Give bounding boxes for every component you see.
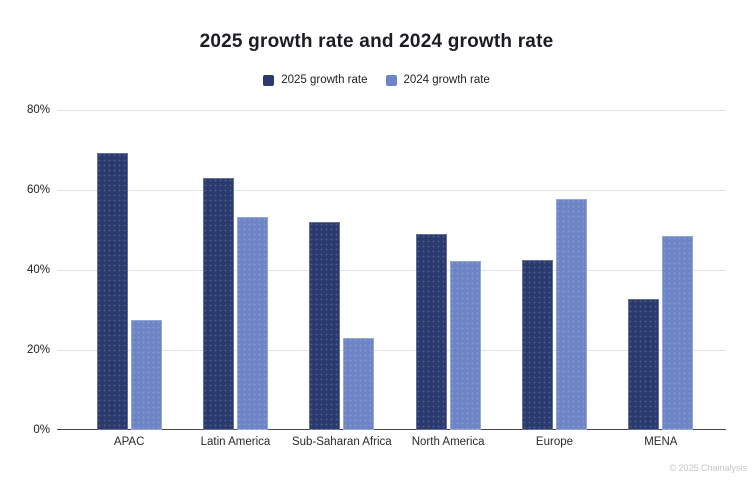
plot-area [57, 110, 726, 430]
x-axis-line [57, 429, 726, 430]
gridline [57, 110, 726, 111]
x-axis-label-north-america: North America [411, 436, 485, 448]
legend-swatch-2024-icon [385, 74, 397, 86]
bar-2025-apac [96, 153, 128, 430]
y-axis-labels: 80% 60% 40% 20% 0% [8, 104, 50, 436]
bar-2025-north-america [415, 234, 447, 430]
x-axis-label-latin-america: Latin America [200, 436, 271, 448]
bar-2025-europe [521, 260, 553, 430]
bar-group-europe [501, 110, 607, 430]
bars-row [76, 110, 714, 430]
x-axis-label-mena: MENA [644, 436, 678, 448]
legend-swatch-2025-icon [263, 74, 275, 86]
legend-label-2024: 2024 growth rate [403, 74, 490, 86]
bar-group-mena [608, 110, 714, 430]
x-axis-label-sub-saharan-africa: Sub-Saharan Africa [291, 436, 392, 448]
gridline [57, 190, 726, 191]
x-axis-label-europe: Europe [535, 436, 574, 448]
bar-2024-europe [555, 199, 587, 430]
bar-2025-mena [628, 299, 660, 430]
bar-2024-apac [130, 320, 162, 430]
bar-2025-latin-america [202, 178, 234, 430]
legend-item-2024: 2024 growth rate [385, 74, 490, 86]
legend-label-2025: 2025 growth rate [281, 74, 368, 86]
bar-2024-mena [662, 236, 694, 430]
bar-group-latin-america [182, 110, 288, 430]
bar-group-north-america [395, 110, 501, 430]
y-axis-tick-label: 40% [26, 264, 50, 276]
gridline [57, 350, 726, 351]
gridline [57, 270, 726, 271]
bar-2024-north-america [449, 261, 481, 430]
chart-title: 2025 growth rate and 2024 growth rate [199, 31, 554, 52]
bar-2024-sub-saharan-africa [343, 337, 375, 430]
bar-group-sub-saharan-africa [289, 110, 395, 430]
y-axis-tick-label: 60% [26, 184, 50, 196]
copyright-watermark: © 2025 Chainalysis [669, 463, 747, 473]
legend-item-2025: 2025 growth rate [263, 74, 368, 86]
x-axis-label-apac: APAC [113, 436, 145, 448]
bar-2024-latin-america [236, 216, 268, 430]
y-axis-tick-label: 80% [26, 104, 50, 116]
bar-2025-sub-saharan-africa [309, 221, 341, 430]
x-axis-labels: APAC Latin America Sub-Saharan Africa North… [76, 436, 714, 448]
bar-group-apac [76, 110, 182, 430]
y-axis-tick-label: 20% [26, 344, 50, 356]
legend: 2025 growth rate 2024 growth rate [0, 74, 753, 86]
y-axis-tick-label: 0% [33, 424, 50, 436]
